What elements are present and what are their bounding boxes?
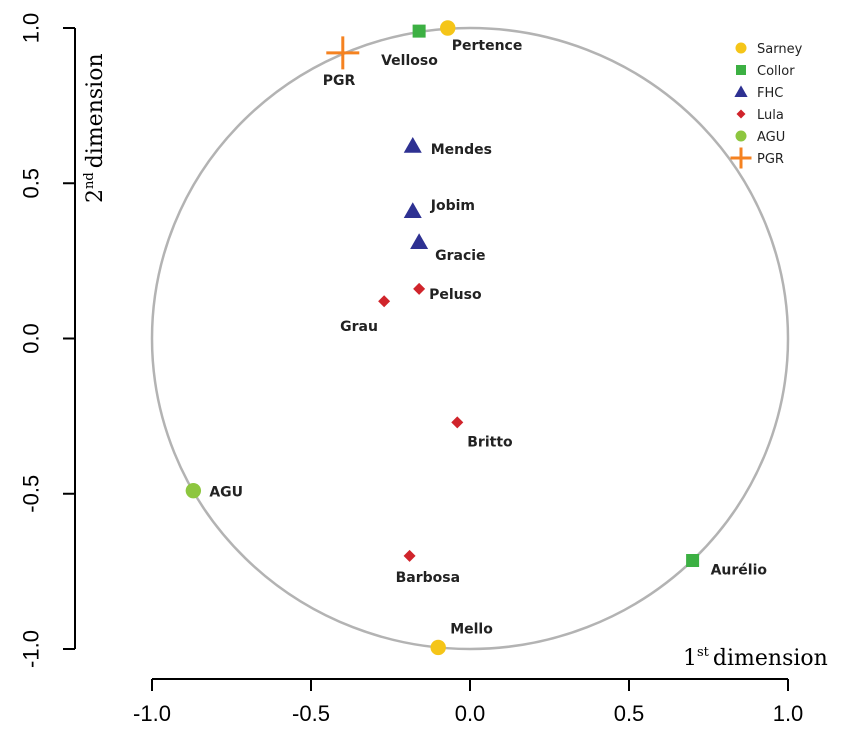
point-marker-pertence <box>440 20 456 36</box>
point-marker-agu <box>185 482 202 499</box>
point-label-peluso: Peluso <box>429 287 482 303</box>
data-points: Pertence Mello Velloso Aurélio Mendes Jobim Gr… <box>185 20 768 656</box>
point-label-mendes: Mendes <box>431 142 492 158</box>
point-label-jobim: Jobim <box>430 198 475 214</box>
point-marker-mello <box>430 639 446 656</box>
y-axis: -1.0 -0.5 0.0 0.5 1.0 <box>19 13 76 668</box>
point-marker-britto <box>451 416 464 429</box>
x-axis: -1.0 -0.5 0.0 0.5 1.0 <box>133 678 804 726</box>
point-label-grau: Grau <box>340 319 378 335</box>
point-marker-aur-lio <box>686 554 700 568</box>
point-marker-barbosa <box>403 549 416 562</box>
point-label-britto: Britto <box>467 434 513 450</box>
point-label-pgr: PGR <box>323 73 356 89</box>
legend: Sarney Collor FHC Lula AGU PGR <box>730 42 803 169</box>
point-marker-pgr <box>326 36 360 70</box>
y-axis-title-ordinal: 2 <box>83 189 108 203</box>
point-label-velloso: Velloso <box>381 53 438 69</box>
legend-marker-fhc <box>734 85 748 97</box>
y-axis-title: 2nd dimension <box>82 53 108 203</box>
y-tick-label: 1.0 <box>19 13 44 44</box>
x-axis-title-suffix: st <box>697 645 710 660</box>
point-label-mello: Mello <box>450 621 493 637</box>
x-tick-label: -0.5 <box>292 701 330 726</box>
x-axis-title-text: dimension <box>713 646 828 671</box>
x-tick-label: 1.0 <box>773 701 804 726</box>
legend-label-sarney: Sarney <box>757 42 803 57</box>
legend-marker-sarney <box>735 42 747 54</box>
point-label-pertence: Pertence <box>452 38 523 54</box>
legend-label-collor: Collor <box>757 64 795 79</box>
point-label-aur-lio: Aurélio <box>711 563 768 579</box>
point-marker-mendes <box>403 136 422 153</box>
y-tick-label: 0.0 <box>19 323 44 354</box>
legend-label-pgr: PGR <box>757 152 784 167</box>
legend-label-lula: Lula <box>757 108 784 123</box>
y-axis-title-suffix: nd <box>82 172 97 189</box>
y-axis-title-text: dimension <box>83 53 108 168</box>
point-marker-peluso <box>413 282 426 295</box>
x-axis-title: 1st dimension <box>683 645 828 671</box>
point-marker-jobim <box>403 202 422 218</box>
x-tick-label: 0.0 <box>455 701 486 726</box>
y-tick-label: -0.5 <box>19 475 44 513</box>
legend-marker-agu <box>735 130 747 142</box>
point-marker-gracie <box>410 233 429 249</box>
y-tick-label: -1.0 <box>19 630 44 668</box>
legend-marker-lula <box>736 109 746 119</box>
point-label-gracie: Gracie <box>435 248 485 264</box>
unit-circle <box>150 26 790 651</box>
legend-label-agu: AGU <box>757 130 785 145</box>
x-tick-label: 0.5 <box>614 701 645 726</box>
y-tick-label: 0.5 <box>19 168 44 199</box>
point-marker-velloso <box>412 24 426 38</box>
point-label-agu: AGU <box>209 485 243 501</box>
point-label-barbosa: Barbosa <box>396 570 460 586</box>
legend-label-fhc: FHC <box>757 86 783 101</box>
legend-marker-pgr <box>730 147 752 169</box>
legend-marker-collor <box>736 65 746 75</box>
unit-circle-layer <box>150 26 790 651</box>
x-axis-title-ordinal: 1 <box>683 646 697 671</box>
x-tick-label: -1.0 <box>133 701 171 726</box>
point-marker-grau <box>378 295 391 308</box>
